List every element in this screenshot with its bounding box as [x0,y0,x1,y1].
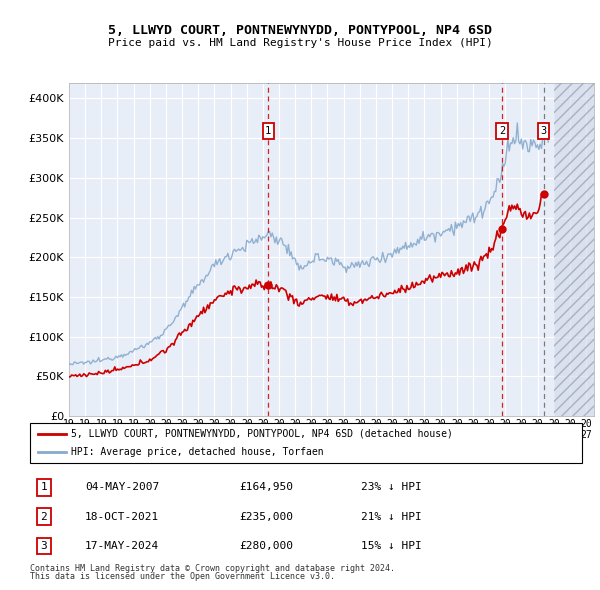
Text: £235,000: £235,000 [240,512,294,522]
Text: 3: 3 [40,541,47,551]
Text: £164,950: £164,950 [240,483,294,492]
Text: 5, LLWYD COURT, PONTNEWYNYDD, PONTYPOOL, NP4 6SD: 5, LLWYD COURT, PONTNEWYNYDD, PONTYPOOL,… [108,24,492,37]
Bar [554,83,594,416]
Text: 18-OCT-2021: 18-OCT-2021 [85,512,160,522]
Text: 15% ↓ HPI: 15% ↓ HPI [361,541,422,551]
Text: 5, LLWYD COURT, PONTNEWYNYDD, PONTYPOOL, NP4 6SD (detached house): 5, LLWYD COURT, PONTNEWYNYDD, PONTYPOOL,… [71,429,453,439]
Text: Price paid vs. HM Land Registry's House Price Index (HPI): Price paid vs. HM Land Registry's House … [107,38,493,48]
Text: £280,000: £280,000 [240,541,294,551]
Text: 1: 1 [40,483,47,492]
Text: 04-MAY-2007: 04-MAY-2007 [85,483,160,492]
Text: 2: 2 [499,126,505,136]
Text: HPI: Average price, detached house, Torfaen: HPI: Average price, detached house, Torf… [71,447,324,457]
Text: 17-MAY-2024: 17-MAY-2024 [85,541,160,551]
Text: 23% ↓ HPI: 23% ↓ HPI [361,483,422,492]
Text: Contains HM Land Registry data © Crown copyright and database right 2024.: Contains HM Land Registry data © Crown c… [30,563,395,572]
Text: 21% ↓ HPI: 21% ↓ HPI [361,512,422,522]
Text: 2: 2 [40,512,47,522]
Text: 1: 1 [265,126,271,136]
FancyBboxPatch shape [30,423,582,463]
Text: 3: 3 [541,126,547,136]
Text: This data is licensed under the Open Government Licence v3.0.: This data is licensed under the Open Gov… [30,572,335,581]
Bar [554,83,594,416]
